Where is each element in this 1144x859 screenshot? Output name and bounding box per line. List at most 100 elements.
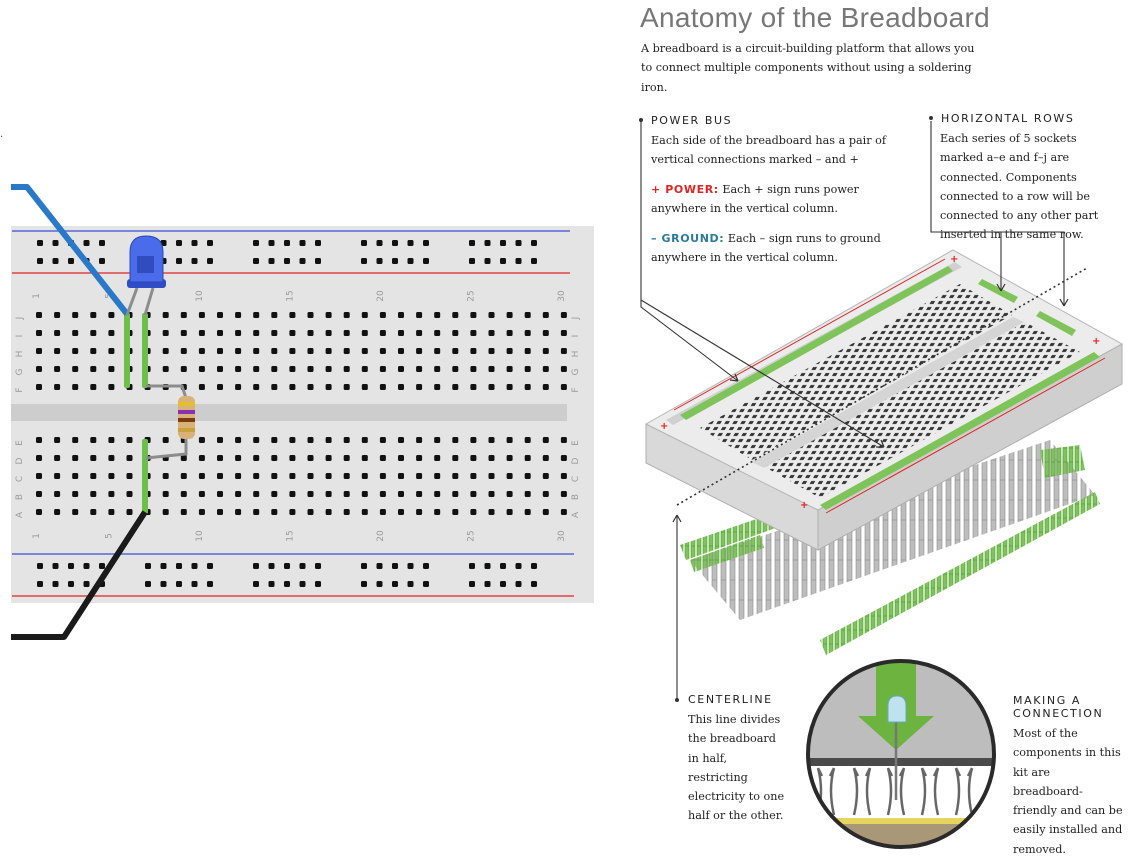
socket [307, 491, 314, 497]
column-number-bottom: 30 [557, 530, 567, 542]
row-letter-left: I [15, 335, 25, 338]
socket [271, 312, 278, 318]
socket [307, 348, 314, 354]
plus-sign-bottom: + [800, 500, 808, 511]
rail-socket [68, 563, 74, 569]
socket [524, 473, 531, 479]
socket [90, 312, 97, 318]
rail-socket [315, 258, 321, 264]
socket [361, 348, 368, 354]
led-reflector [137, 256, 154, 273]
socket [108, 509, 115, 515]
socket [54, 437, 61, 443]
rail-socket [299, 563, 306, 569]
socket [452, 509, 459, 515]
rail-socket [253, 563, 259, 569]
socket [271, 509, 278, 515]
socket [108, 437, 115, 443]
rail-socket [37, 240, 43, 246]
socket [488, 509, 495, 515]
rail-socket [376, 563, 383, 569]
socket [343, 348, 350, 354]
rail-red-right [825, 357, 1106, 514]
socket [434, 384, 441, 390]
led-leg-right [143, 287, 155, 316]
socket [470, 491, 477, 497]
column-number-bottom: 20 [376, 530, 386, 542]
row-letter-right: H [571, 351, 581, 358]
socket [36, 366, 42, 372]
socket [452, 330, 459, 336]
insert-arrow [858, 661, 934, 750]
resistor-band-1 [178, 402, 195, 406]
socket [325, 437, 332, 443]
column-number-bottom: 5 [104, 533, 114, 539]
socket [506, 312, 513, 318]
socket [343, 509, 350, 515]
rail-socket [268, 581, 275, 587]
rail-socket [37, 258, 43, 264]
socket [90, 330, 97, 336]
row-letter-left: A [15, 511, 25, 518]
board-top [644, 249, 1124, 511]
socket [470, 366, 477, 372]
socket [379, 455, 386, 461]
socket [524, 437, 531, 443]
horizontal-rows-heading: HORIZONTAL ROWS [941, 112, 1075, 125]
socket [307, 455, 314, 461]
rail-socket [176, 563, 182, 569]
row-letter-left: E [15, 440, 25, 446]
arrow-ground [876, 439, 885, 448]
detail-clip [920, 767, 940, 816]
socket [506, 455, 513, 461]
row-letter-left: J [15, 317, 25, 321]
socket [452, 437, 459, 443]
socket [253, 366, 260, 372]
socket [180, 491, 187, 497]
detail-clip-set [816, 767, 974, 816]
rail-socket [361, 563, 367, 569]
socket [72, 491, 79, 497]
column-number-top: 30 [557, 290, 567, 302]
socket [470, 348, 477, 354]
clip-strips-grey [690, 440, 1095, 620]
rail-socket [99, 258, 105, 264]
socket [361, 455, 368, 461]
socket [488, 330, 495, 336]
socket [180, 330, 187, 336]
socket [506, 437, 513, 443]
detail-clip [886, 767, 906, 816]
socket [198, 384, 205, 390]
socket [379, 473, 386, 479]
rail-socket [176, 240, 182, 246]
socket [434, 509, 441, 515]
plus-sign-top: + [950, 254, 958, 265]
socket [506, 509, 513, 515]
socket [542, 437, 549, 443]
socket [108, 366, 115, 372]
socket [289, 491, 296, 497]
socket [361, 330, 368, 336]
rail-socket [531, 563, 537, 569]
socket [90, 366, 97, 372]
socket [217, 348, 223, 354]
socket [542, 473, 549, 479]
rail-socket [268, 258, 275, 264]
socket [325, 473, 332, 479]
rail-socket [484, 258, 491, 264]
socket [235, 384, 242, 390]
socket [235, 491, 242, 497]
socket [398, 348, 404, 354]
row-letter-right: G [571, 368, 581, 375]
socket [416, 312, 423, 318]
socket [90, 473, 97, 479]
socket [325, 366, 332, 372]
socket [488, 491, 495, 497]
rail-socket [68, 258, 74, 264]
socket [72, 330, 79, 336]
rail-socket [407, 258, 414, 264]
socket [470, 455, 477, 461]
board-side-right [817, 343, 1123, 551]
socket [361, 312, 368, 318]
socket [307, 384, 314, 390]
